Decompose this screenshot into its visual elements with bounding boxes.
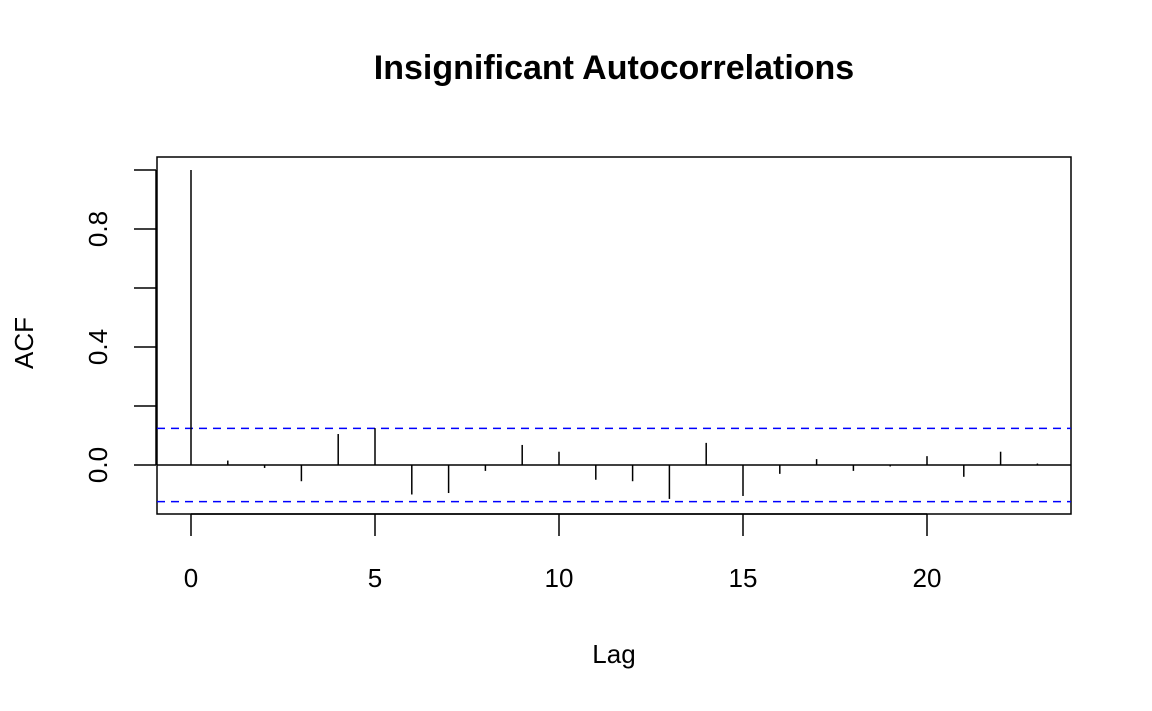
y-tick-label-0.4: 0.4 [83, 329, 113, 365]
y-tick-label-0.0: 0.0 [83, 447, 113, 483]
x-tick-label-20: 20 [913, 563, 942, 593]
x-tick-label-10: 10 [545, 563, 574, 593]
y-axis-label: ACF [9, 317, 39, 369]
x-tick-label-5: 5 [368, 563, 382, 593]
y-tick-label-0.8: 0.8 [83, 211, 113, 247]
x-axis-label: Lag [592, 639, 635, 669]
x-axis: 0 5 10 15 20 [184, 513, 942, 593]
chart-title: Insignificant Autocorrelations [374, 49, 854, 87]
y-axis: 0.0 0.4 0.8 [83, 169, 157, 483]
x-tick-label-15: 15 [729, 563, 758, 593]
plot-frame [156, 156, 1072, 515]
x-tick-label-0: 0 [184, 563, 198, 593]
plot-layer [157, 170, 1071, 503]
